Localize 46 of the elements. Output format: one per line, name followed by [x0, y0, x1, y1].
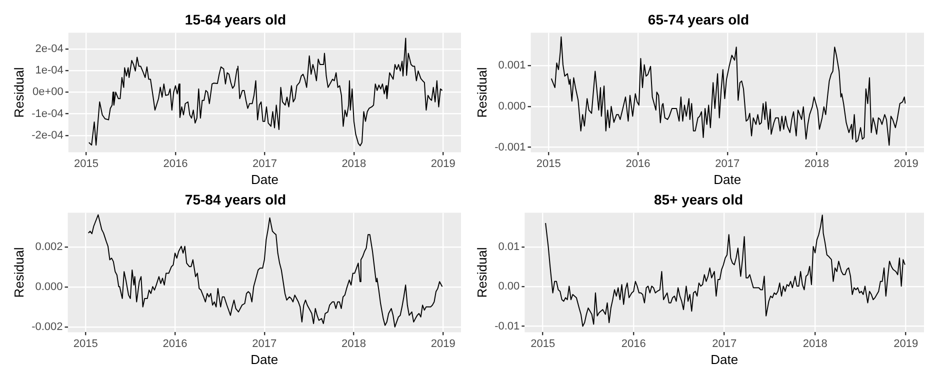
chart-title: 75-84 years old: [184, 191, 286, 208]
y-tick-label: -1e-04: [32, 108, 64, 120]
y-tick-label: 0e+00: [32, 86, 64, 98]
x-axis-title: Date: [714, 172, 742, 187]
y-tick-label: 0.00: [498, 280, 520, 293]
x-tick-label: 2017: [252, 338, 277, 350]
x-tick-label: 2017: [252, 158, 277, 170]
y-axis-title: Residual: [11, 67, 26, 118]
chart-title: 85+ years old: [654, 191, 744, 208]
x-axis-title: Date: [250, 172, 278, 187]
x-tick-label: 2018: [802, 338, 828, 350]
chart-title: 15-64 years old: [184, 11, 286, 28]
y-tick-label: 0.001: [498, 60, 526, 72]
x-tick-label: 2018: [804, 158, 830, 170]
x-tick-label: 2018: [342, 158, 366, 170]
x-tick-label: 2015: [530, 338, 556, 350]
y-tick-label: 0.000: [498, 100, 526, 112]
x-tick-label: 2019: [430, 338, 456, 350]
x-tick-label: 2019: [894, 338, 918, 350]
x-tick-label: 2016: [626, 158, 650, 170]
y-tick-label: -0.001: [494, 141, 526, 154]
x-tick-label: 2017: [712, 338, 737, 350]
x-tick-label: 2019: [894, 158, 918, 170]
x-tick-label: 2019: [430, 158, 456, 170]
y-tick-label: -2e-04: [32, 129, 64, 142]
y-axis-title: Residual: [11, 247, 26, 298]
x-tick-label: 2018: [342, 338, 366, 350]
x-axis-title: Date: [250, 352, 278, 367]
x-tick-label: 2015: [74, 158, 98, 170]
x-tick-label: 2016: [162, 338, 188, 350]
y-tick-label: 0.000: [35, 281, 63, 294]
y-axis-title: Residual: [474, 67, 490, 118]
x-tick-label: 2016: [163, 158, 188, 170]
chart-title: 65-74 years old: [648, 11, 750, 28]
y-tick-label: -0.01: [494, 320, 520, 332]
x-tick-label: 2016: [621, 338, 646, 350]
x-tick-label: 2017: [715, 158, 740, 170]
y-tick-label: -0.002: [32, 321, 63, 334]
y-tick-label: 1e-04: [35, 64, 64, 77]
x-axis-title: Date: [710, 352, 738, 367]
y-tick-label: 0.002: [35, 240, 63, 253]
y-axis-title: Residual: [474, 247, 490, 298]
y-tick-label: 2e-04: [35, 43, 64, 56]
x-tick-label: 2015: [73, 338, 98, 350]
x-tick-label: 2015: [536, 158, 561, 170]
y-tick-label: 0.01: [498, 240, 520, 253]
